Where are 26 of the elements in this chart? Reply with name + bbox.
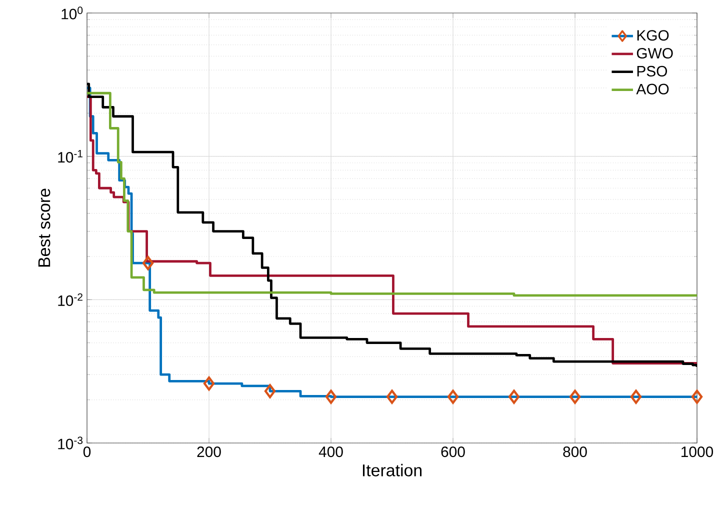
point — [386, 390, 398, 404]
legend-label: GWO — [636, 48, 673, 59]
y-tick-label: 10$^{-1}$ — [58, 150, 82, 163]
legend-label: KGO — [637, 30, 669, 41]
point — [142, 256, 154, 270]
point — [508, 390, 520, 404]
x-axis-title: Iteration — [362, 464, 422, 476]
point — [447, 390, 459, 404]
point — [691, 390, 703, 404]
y-axis-title: Best score — [38, 188, 50, 267]
x-tick-label: 600 — [441, 446, 465, 458]
x-tick-label: 0 — [83, 446, 91, 458]
y-tick-label: 10$^{0}$ — [62, 6, 83, 20]
point — [264, 384, 276, 398]
point — [630, 390, 642, 404]
legend-label: PSO — [637, 66, 668, 76]
point — [569, 390, 581, 404]
point — [325, 390, 337, 404]
x-tick-label: 200 — [197, 446, 221, 458]
x-tick-label: 400 — [318, 446, 343, 458]
x-tick-label: 800 — [563, 446, 587, 458]
legend-label: AOO — [636, 84, 669, 94]
point — [203, 376, 215, 391]
x-tick-label: 1000 — [682, 446, 714, 458]
y-tick-label: 10$^{-3}$ — [58, 436, 83, 450]
y-tick-label: 10$^{-2}$ — [58, 293, 82, 306]
